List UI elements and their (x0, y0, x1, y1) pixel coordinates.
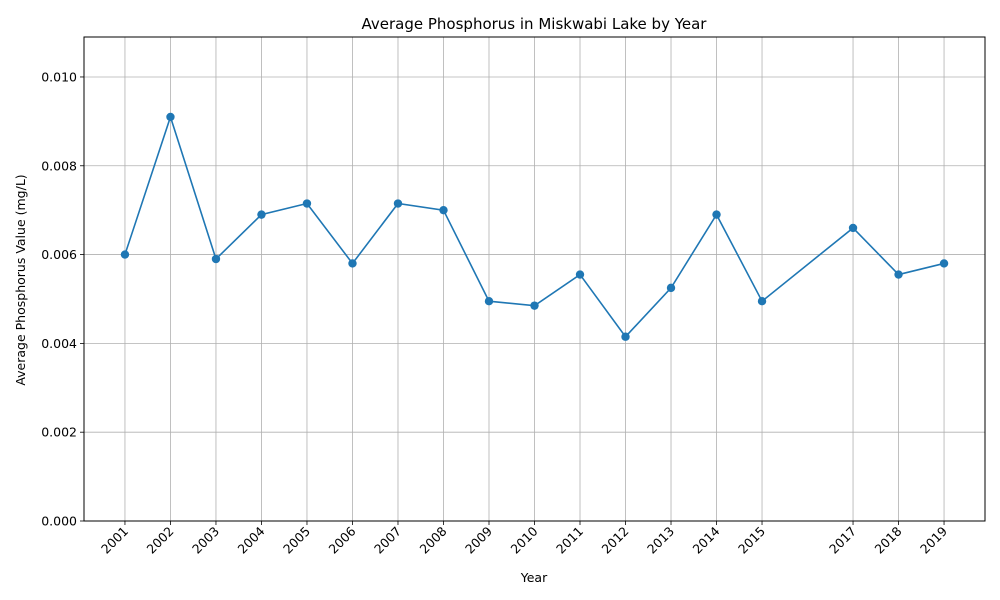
data-point (575, 270, 585, 279)
x-tick-label: 2001 (98, 524, 131, 557)
data-point (712, 210, 721, 219)
data-point (939, 259, 949, 268)
x-tick-label: 2006 (325, 523, 358, 556)
x-tick-label: 2015 (735, 524, 768, 557)
y-tick-label: 0.004 (41, 336, 77, 351)
data-point (257, 210, 266, 219)
series-line (124, 114, 945, 338)
y-tick-label: 0.006 (41, 247, 77, 262)
x-tick-label: 2013 (644, 524, 677, 557)
x-tick-label: 2017 (826, 524, 859, 557)
x-tick-label: 2019 (917, 523, 950, 556)
series-group (120, 112, 949, 341)
y-tick-label: 0.000 (41, 514, 77, 529)
y-axis: 0.000 0.002 0.004 0.006 0.008 0.010 (41, 69, 84, 529)
x-tick-label: 2009 (462, 523, 495, 556)
x-tick-label: 2004 (234, 523, 267, 556)
data-point (666, 283, 676, 293)
data-point (302, 199, 312, 208)
data-point (530, 301, 539, 310)
chart-title: Average Phosphorus in Miskwabi Lake by Y… (362, 15, 708, 33)
grid (84, 37, 985, 522)
y-tick-label: 0.010 (41, 69, 77, 84)
x-tick-label: 2018 (872, 523, 905, 556)
data-point (894, 270, 903, 279)
data-point (393, 199, 403, 208)
x-tick-label: 2002 (143, 524, 176, 557)
x-tick-label: 2003 (189, 524, 222, 557)
x-tick-label: 2012 (599, 524, 632, 557)
x-tick-label: 2011 (553, 524, 586, 557)
y-axis-label: Average Phosphorus Value (mg/L) (13, 174, 28, 385)
x-tick-label: 2007 (371, 524, 404, 557)
data-point (848, 223, 858, 233)
data-point (348, 259, 357, 268)
data-point (166, 112, 175, 122)
data-point (211, 254, 221, 264)
x-tick-label: 2008 (417, 523, 450, 556)
data-point (757, 297, 767, 306)
y-tick-label: 0.002 (41, 425, 77, 440)
x-tick-label: 2014 (690, 523, 723, 556)
x-tick-label: 2010 (508, 523, 541, 556)
data-point (484, 297, 494, 306)
data-point (120, 250, 130, 259)
data-point (621, 332, 630, 341)
y-tick-label: 0.008 (41, 158, 77, 173)
x-axis-label: Year (520, 570, 548, 585)
x-tick-label: 2005 (280, 524, 313, 557)
x-axis: 2001 2002 2003 2004 2005 2006 2007 2008 2009 2010… (98, 521, 950, 557)
data-point (439, 205, 448, 215)
